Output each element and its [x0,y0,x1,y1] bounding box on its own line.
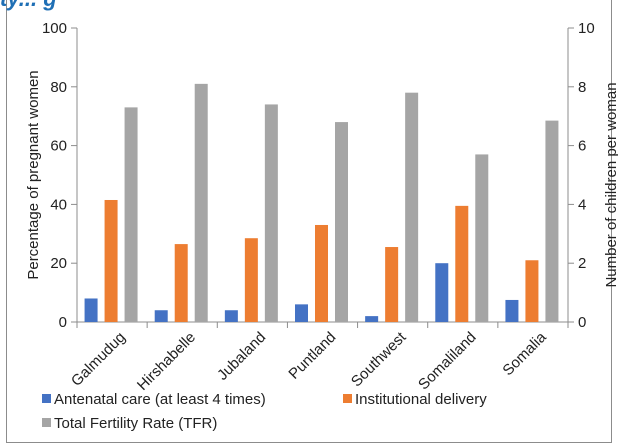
bar [405,92,419,323]
chart-frame [6,0,612,443]
bar [224,310,238,322]
right-tick-label: 2 [578,255,586,272]
legend-swatch [42,418,51,427]
bar [154,310,168,322]
bar [264,104,278,322]
y2-axis-title: Number of children per woman [603,82,618,287]
legend-label: Antenatal care (at least 4 times) [54,391,266,408]
category-label: Galmudug [68,329,129,390]
bar [84,298,98,322]
category-label: Somalia [499,328,550,379]
bar [385,247,399,322]
category-label: Southwest [348,328,410,390]
legend-swatch [343,394,352,403]
bar [365,316,379,322]
legend-label: Total Fertility Rate (TFR) [54,415,217,432]
bar [525,260,539,322]
bars [84,83,559,323]
bar [244,238,258,322]
category-label: Puntland [285,329,339,383]
bar [104,199,118,322]
bar [475,154,489,322]
left-tick-label: 40 [50,196,67,213]
legend: Antenatal care (at least 4 times) Institu… [42,391,487,432]
left-tick-label: 20 [50,255,67,272]
bar [545,120,559,322]
left-tick-label: 100 [42,20,67,37]
right-tick-label: 0 [578,314,586,331]
right-tick-label: 10 [578,20,595,37]
bar [295,304,308,322]
chart-heading-fragment: ty... g [0,0,57,12]
bar [455,205,469,322]
bar [335,122,348,322]
left-tick-label: 0 [59,314,67,331]
left-tick-label: 60 [50,138,67,155]
legend-label: Institutional delivery [355,391,487,408]
bar [174,244,188,322]
bar [315,224,328,322]
right-tick-label: 6 [578,138,586,155]
category-label: Jubaland [214,329,269,384]
category-label: Somaliland [415,329,480,394]
left-tick-label: 80 [50,79,67,96]
bar [194,83,208,322]
category-label: Hirshabelle [134,329,199,394]
bar [435,263,449,322]
y-axis-title: Percentage of pregnant women [25,70,42,279]
bar [505,299,519,322]
legend-swatch [42,394,51,403]
right-tick-label: 8 [578,79,586,96]
right-tick-label: 4 [578,196,586,213]
bar [124,107,138,322]
